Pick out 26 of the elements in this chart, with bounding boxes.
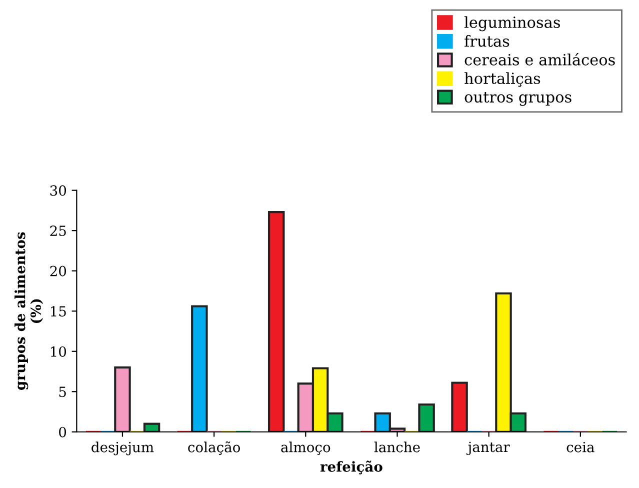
y-tick-label: 15 [50, 306, 66, 317]
x-tick-label: ceia [566, 442, 594, 452]
legend-label: leguminosas [464, 16, 560, 32]
bar [143, 422, 160, 432]
y-tick-label: 25 [50, 226, 66, 236]
y-tick-label: 5 [59, 386, 66, 398]
bar [418, 403, 435, 432]
legend-label: outros grupos [464, 92, 572, 106]
x-tick-label: lanche [374, 442, 420, 452]
bar [451, 382, 468, 432]
bar [268, 211, 285, 432]
y-axis-title: grupos de alimentos (%) [14, 232, 44, 390]
y-tick-label: 0 [59, 426, 66, 438]
bar [114, 366, 131, 432]
y-tick-label: 30 [50, 185, 66, 196]
y-tick-label: 20 [50, 266, 66, 276]
legend-label: hortaliças [464, 72, 540, 87]
y-tick-label: 10 [50, 346, 66, 357]
x-tick-label: jantar [466, 442, 510, 456]
x-axis-title: refeição [320, 460, 382, 474]
x-tick-label: colação [188, 441, 240, 455]
legend-label: frutas [464, 35, 510, 47]
x-tick-label: desjejum [92, 442, 154, 456]
bar [191, 305, 208, 432]
x-tick-label: almoço [281, 442, 330, 455]
legend-label: cereais e amiláceos [464, 53, 615, 66]
